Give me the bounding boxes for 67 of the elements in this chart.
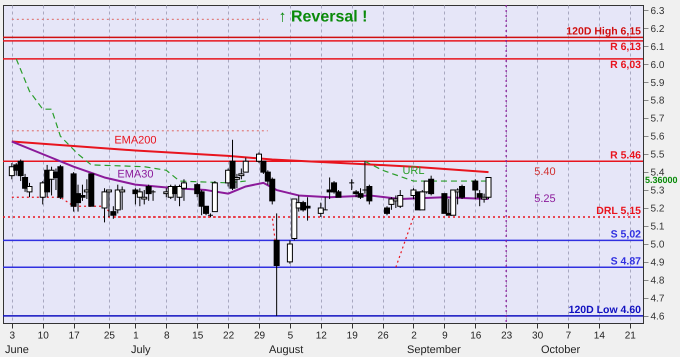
ref-line-label: R 6,03	[610, 58, 642, 71]
text: August	[269, 344, 304, 356]
ref-line-label: DRL 5,15	[596, 205, 642, 217]
y-tick-label: 5.5	[650, 150, 665, 161]
y-tick-label: 5.6	[650, 132, 665, 143]
y-tick-label: 4.6	[650, 311, 665, 322]
series-label: URL	[402, 165, 424, 178]
annotation: 5.25	[534, 193, 556, 205]
x-tick-label: 19	[346, 330, 358, 342]
ref-line-label: S 5,02	[610, 228, 642, 240]
candlestick	[119, 186, 126, 210]
text: October	[541, 344, 580, 356]
text: 5.36000	[645, 175, 678, 185]
x-tick-label: 29	[254, 330, 266, 342]
y-tick-label: 5.0	[650, 239, 665, 250]
candlestick	[136, 188, 143, 207]
x-tick-label: 30	[532, 330, 544, 342]
candlestick	[388, 196, 394, 210]
x-tick-label: 5	[288, 330, 294, 342]
x-tick-label: 26	[378, 330, 390, 342]
x-tick-label: 16	[470, 330, 482, 342]
x-tick-label: 17	[68, 330, 80, 342]
ref-line-label: R 6,13	[610, 40, 642, 53]
x-tick-label: 25	[104, 330, 116, 342]
y-tick-label: 4.8	[650, 275, 665, 286]
x-tick-label: 12	[316, 330, 328, 342]
x-tick-label: 2	[411, 330, 418, 342]
x-tick-label: 15	[192, 330, 204, 342]
ref-line-label: 120D Low 4.60	[568, 304, 642, 316]
y-tick-label: 5.2	[650, 204, 665, 215]
x-tick-label: 9	[442, 330, 448, 342]
text: June	[5, 344, 29, 356]
series-label: EMA200	[114, 134, 157, 147]
y-tick-label: 4.9	[650, 257, 665, 268]
ref-line-label: R 5.46	[610, 149, 642, 162]
x-tick-label: 22	[223, 330, 235, 342]
candlestick	[441, 193, 448, 214]
x-tick-label: 21	[624, 330, 636, 342]
x-tick-label: 8	[164, 330, 170, 342]
x-tick-label: 7	[566, 330, 572, 342]
x-tick-label: 10	[38, 330, 50, 342]
y-tick-label: 5.7	[650, 114, 665, 125]
y-tick-label: 6.1	[650, 42, 665, 53]
ref-line-label: 120D High 6,15	[566, 25, 642, 38]
x-tick-label: 3	[10, 330, 16, 342]
x-tick-label: 1	[133, 330, 140, 342]
chart-title: ↑ Reversal !	[278, 8, 368, 26]
y-tick-label: 4.7	[650, 293, 665, 304]
x-tick-label: 14	[594, 330, 606, 342]
ref-line-label: S 4.87	[610, 255, 642, 268]
candlestick	[322, 196, 328, 210]
text: July	[131, 344, 152, 356]
x-tick-label: 23	[501, 330, 513, 342]
y-tick-label: 6.0	[650, 60, 665, 71]
y-tick-label: 5.8	[650, 96, 665, 107]
candlestick	[102, 188, 108, 223]
annotation: 5.40	[534, 166, 556, 178]
candlestick	[348, 178, 355, 191]
y-tick-label: 5.3	[650, 186, 665, 197]
y-tick-label: 6.2	[650, 24, 665, 35]
y-tick-label: 5.9	[650, 78, 665, 89]
y-tick-label: 5.1	[650, 221, 665, 232]
candlestick	[397, 190, 404, 209]
text: September	[407, 344, 462, 356]
series-label: EMA30	[117, 168, 154, 181]
candlestick	[286, 240, 293, 264]
y-tick-label: 6.3	[650, 6, 665, 17]
